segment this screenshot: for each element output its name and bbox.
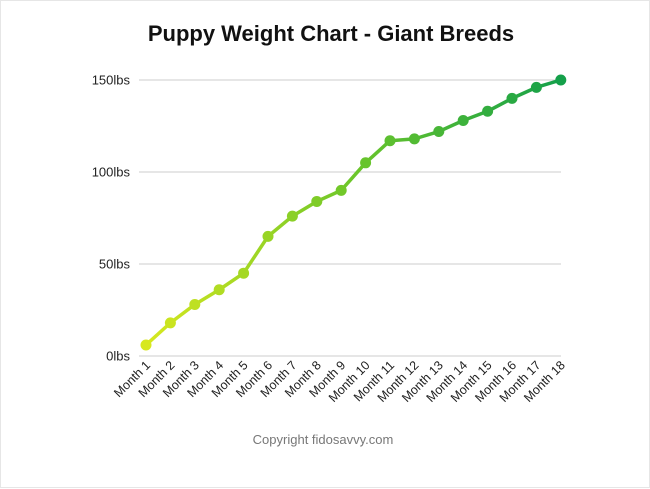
y-tick-label: 0lbs [106, 349, 130, 364]
chart-title: Puppy Weight Chart - Giant Breeds [148, 21, 514, 46]
data-point [335, 184, 347, 196]
data-point [311, 195, 323, 207]
data-point [457, 114, 469, 126]
data-point [262, 230, 274, 242]
series-line [144, 78, 563, 347]
y-axis-ticks: 0lbs 50lbs 100lbs 150lbs [92, 73, 131, 364]
copyright-credit: Copyright fidosavvy.com [253, 432, 394, 447]
data-point [286, 210, 298, 222]
data-point [238, 267, 250, 279]
data-point [360, 157, 372, 169]
data-point [164, 317, 176, 329]
data-point [384, 135, 396, 147]
data-point [555, 74, 567, 86]
y-tick-label: 150lbs [92, 73, 131, 88]
data-point [140, 339, 152, 351]
y-tick-label: 50lbs [99, 257, 131, 272]
data-point [433, 126, 445, 138]
y-tick-label: 100lbs [92, 165, 131, 180]
data-point [189, 298, 201, 310]
data-point [408, 133, 420, 145]
data-point [213, 284, 225, 296]
data-point [482, 105, 494, 117]
data-point [530, 81, 542, 93]
series-weight [140, 74, 567, 351]
data-point [506, 92, 518, 104]
grid-lines [139, 79, 561, 357]
